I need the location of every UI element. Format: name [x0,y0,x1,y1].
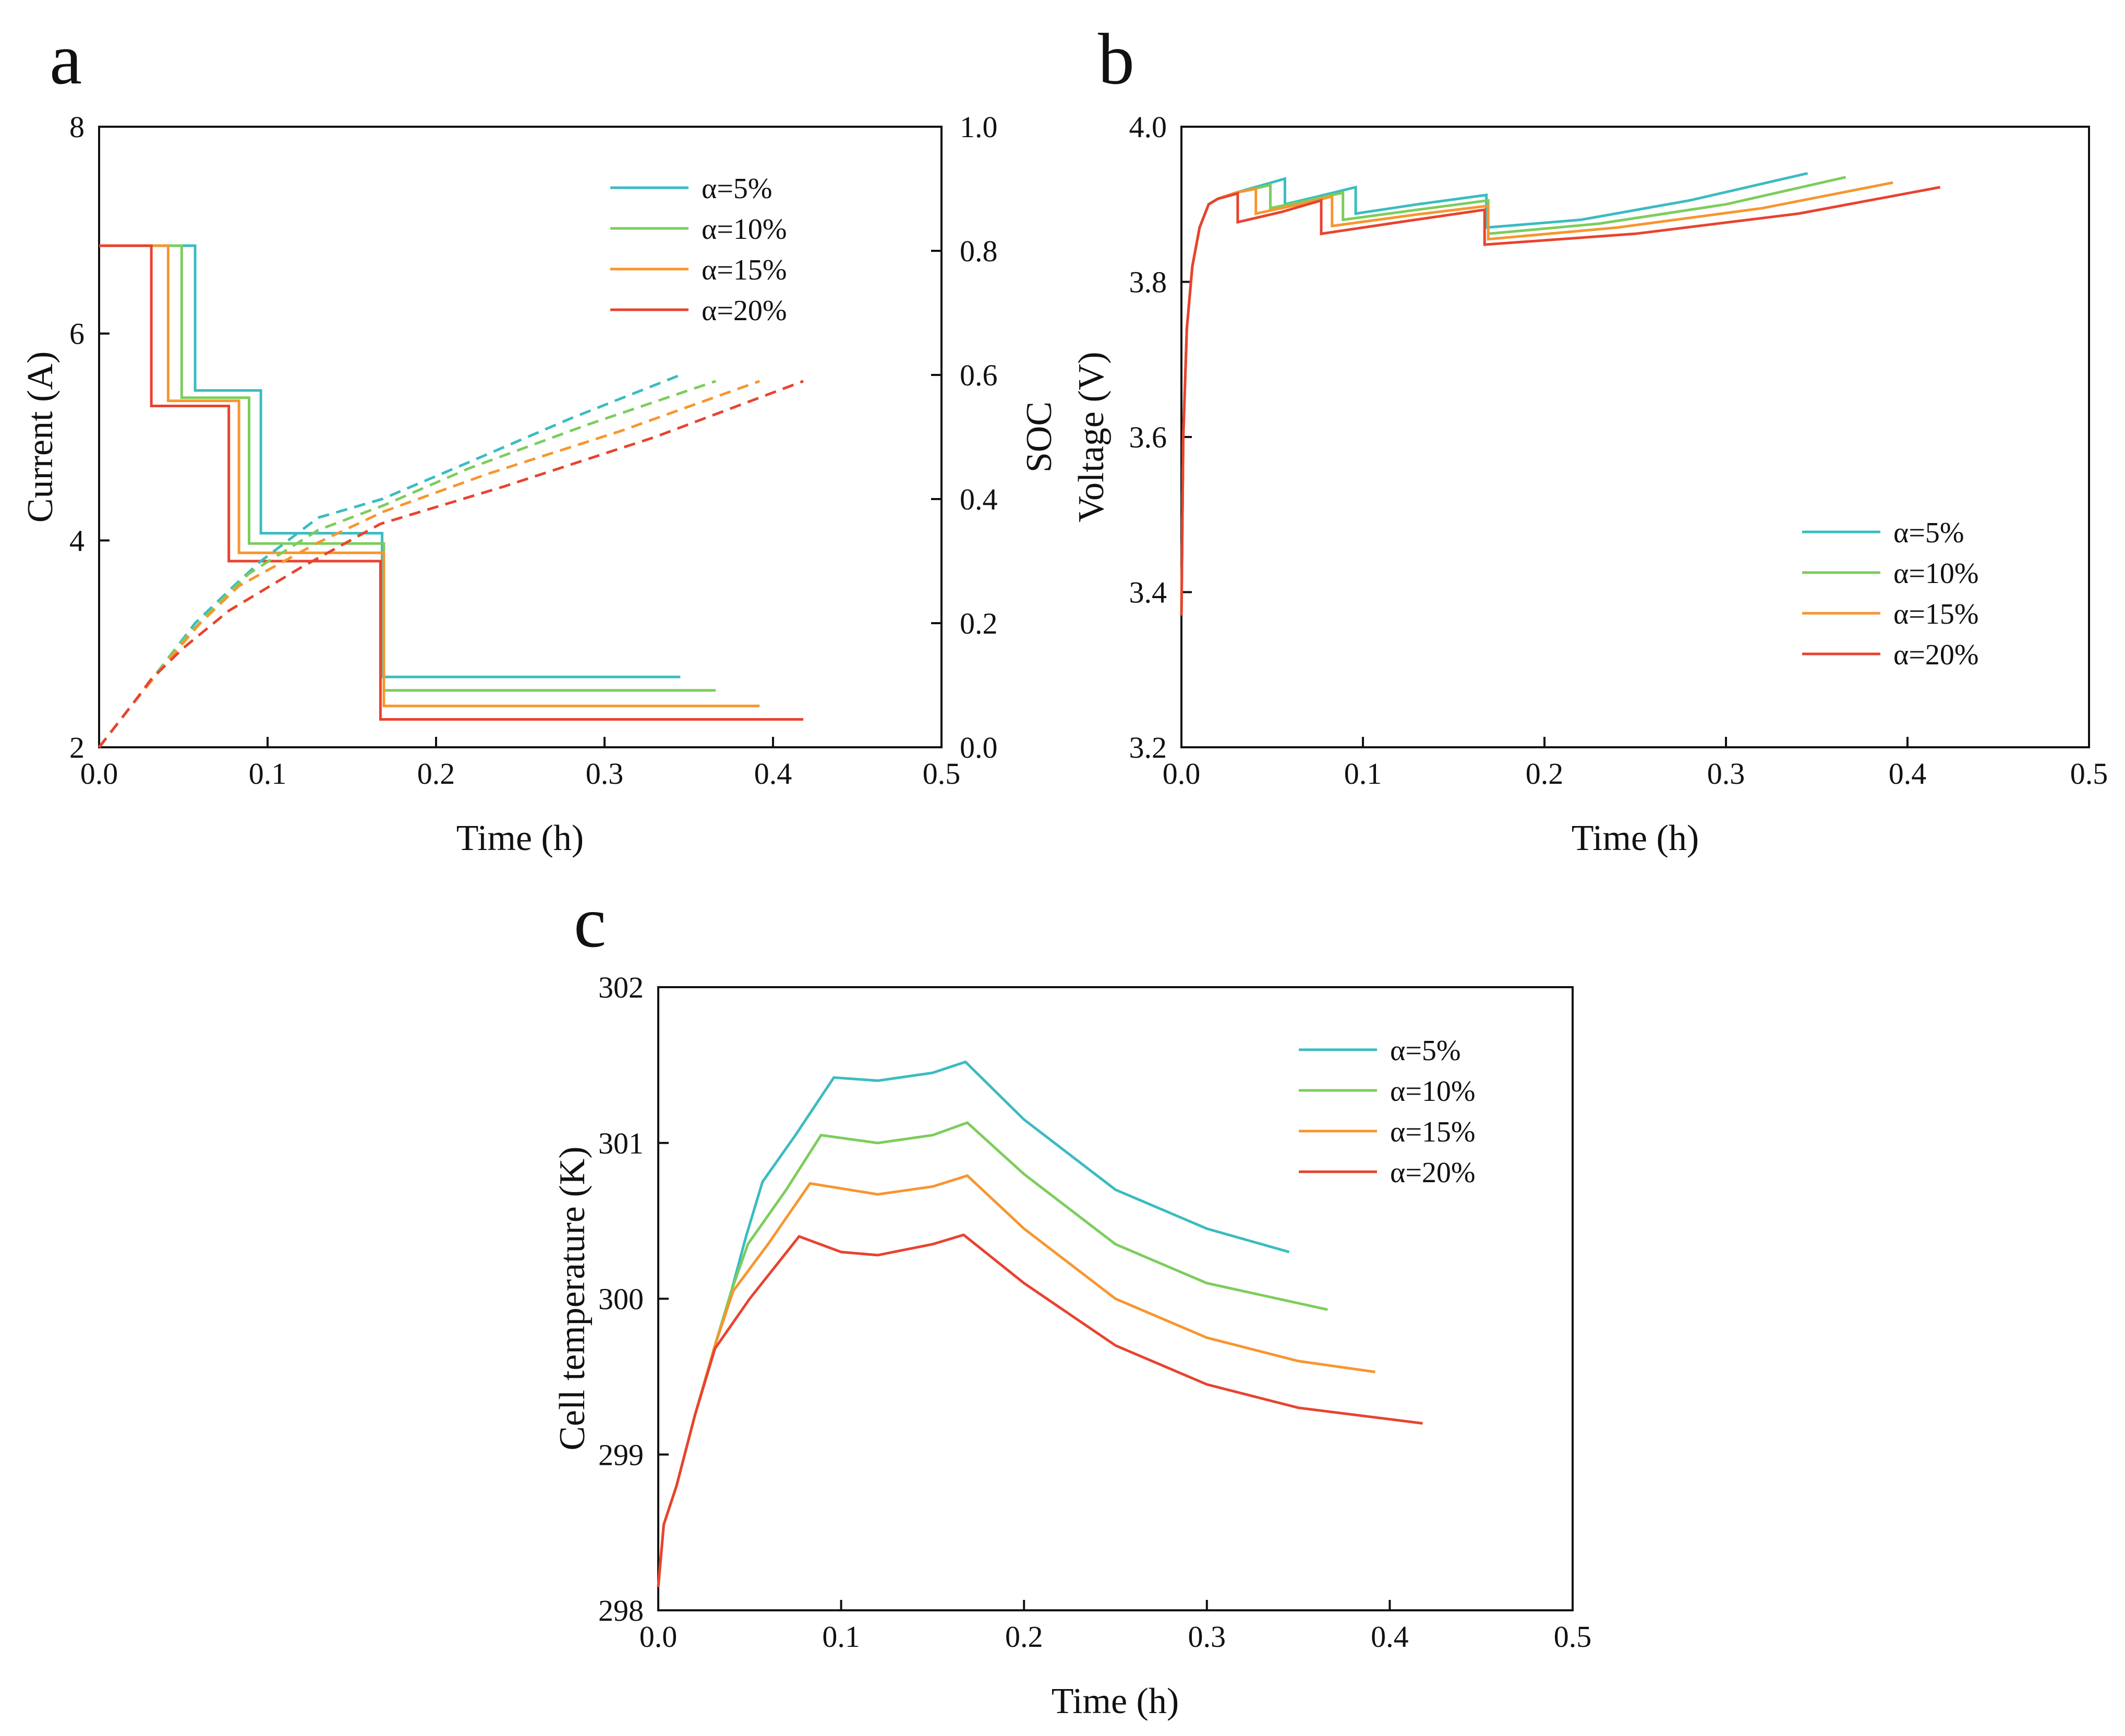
x-tick-label-5: 0.5 [2070,757,2108,791]
y-tick-label-2: 6 [69,317,84,351]
voltage-line-a20 [1180,186,1941,616]
legend-label-b-1: α=10% [1893,557,1979,590]
soc-line-a20 [98,380,804,748]
legend-a: α=5% α=10% α=15% α=20% [610,173,787,327]
legend-label-b-0: α=5% [1893,517,1964,549]
x-tick-label-2: 0.2 [417,757,455,791]
x-tick-label-4: 0.4 [1371,1620,1409,1654]
y-tick-label-4: 302 [598,970,644,1004]
temperature-line-a15 [657,1174,1375,1587]
soc-line-a5 [98,373,681,748]
x-tick-label-3: 0.3 [1707,757,1745,791]
x-tick-label-3: 0.3 [586,757,624,791]
series-c [657,1060,1423,1587]
x-tick-label-1: 0.1 [249,757,287,791]
plot-frame-a [98,126,943,748]
temperature-line-a20 [657,1233,1423,1587]
y-tick-label-1: 4 [69,524,84,557]
y-tick-label-2: 300 [598,1282,644,1316]
panel-b: 0.0 0.1 0.2 0.3 0.4 0.5 3.2 3.4 3.6 3.8 4.0 Time (… [1071,110,2108,858]
y2-axis-title-a: SOC [1019,402,1059,472]
x-axis-title-c: Time (h) [1052,1681,1179,1721]
x-tick-label-2: 0.2 [1526,757,1564,791]
legend-label-b-3: α=20% [1893,639,1979,671]
y2-tick-label-1: 0.2 [960,606,998,640]
panel-a: 0.0 0.1 0.2 0.3 0.4 0.5 2 4 6 8 0.0 0.2 0.4 0.6 0.8 1.0… [20,110,1059,858]
panel-c: 0.0 0.1 0.2 0.3 0.4 0.5 298 299 300 301 302 Time (… [552,970,1591,1721]
legend-label-c-2: α=15% [1390,1116,1476,1148]
current-line-a20 [99,244,804,721]
current-line-a15 [99,244,760,708]
x-tick-label-4: 0.4 [1889,757,1927,791]
voltage-line-a15 [1180,181,1893,616]
x-tick-label-0: 0.0 [639,1620,678,1654]
x-tick-label-5: 0.5 [923,757,961,791]
y2-tick-label-5: 1.0 [960,110,998,144]
y-axis-title-a: Current (A) [20,351,61,523]
x-tick-label-4: 0.4 [754,757,792,791]
legend-label-a-0: α=5% [702,173,772,205]
y2-tick-label-2: 0.4 [960,482,998,516]
y-axis-title-c: Cell temperature (K) [552,1146,593,1450]
panel-label-a: a [50,19,82,100]
series-a [98,244,804,748]
x-tick-label-1: 0.1 [1344,757,1382,791]
ticks-c: 0.0 0.1 0.2 0.3 0.4 0.5 298 299 300 301 302 [598,970,1591,1654]
panel-label-c: c [574,882,606,963]
legend-label-b-2: α=15% [1893,598,1979,630]
ticks-b: 0.0 0.1 0.2 0.3 0.4 0.5 3.2 3.4 3.6 3.8 4.0 [1129,110,2108,791]
panel-label-b: b [1098,19,1134,100]
ticks-a: 0.0 0.1 0.2 0.3 0.4 0.5 2 4 6 8 0.0 0.2 0.4 0.6 0.8 1.0 [69,110,998,791]
soc-line-a10 [98,380,717,748]
current-line-a10 [99,244,716,692]
y-tick-label-1: 299 [598,1438,644,1472]
legend-b: α=5% α=10% α=15% α=20% [1802,517,1979,671]
y-tick-label-0: 298 [598,1594,644,1628]
y-tick-label-4: 4.0 [1129,110,1167,144]
current-line-a5 [99,244,681,678]
x-axis-title-a: Time (h) [456,818,584,858]
y-tick-label-3: 301 [598,1126,644,1160]
y-tick-label-0: 2 [69,731,84,764]
x-tick-label-2: 0.2 [1005,1620,1043,1654]
series-b [1180,172,1941,616]
temperature-line-a5 [657,1060,1290,1587]
y-tick-label-1: 3.4 [1129,576,1167,610]
legend-label-c-1: α=10% [1390,1075,1476,1108]
y-tick-label-2: 3.6 [1129,420,1167,454]
x-tick-label-1: 0.1 [822,1620,860,1654]
x-axis-title-b: Time (h) [1572,818,1699,858]
x-tick-label-0: 0.0 [80,757,118,791]
y2-tick-label-4: 0.8 [960,234,998,268]
x-tick-label-5: 0.5 [1554,1620,1592,1654]
y-tick-label-3: 8 [69,110,84,144]
y2-tick-label-0: 0.0 [960,731,998,764]
x-tick-label-0: 0.0 [1163,757,1201,791]
y-tick-label-0: 3.2 [1129,731,1167,764]
x-tick-label-3: 0.3 [1188,1620,1226,1654]
y-tick-label-3: 3.8 [1129,265,1167,299]
legend-label-a-1: α=10% [702,213,787,246]
legend-c: α=5% α=10% α=15% α=20% [1299,1035,1476,1189]
legend-label-c-0: α=5% [1390,1035,1461,1067]
legend-label-a-3: α=20% [702,295,787,327]
legend-label-a-2: α=15% [702,254,787,286]
y-axis-title-b: Voltage (V) [1071,351,1112,522]
y2-tick-label-3: 0.6 [960,358,998,392]
legend-label-c-3: α=20% [1390,1157,1476,1189]
